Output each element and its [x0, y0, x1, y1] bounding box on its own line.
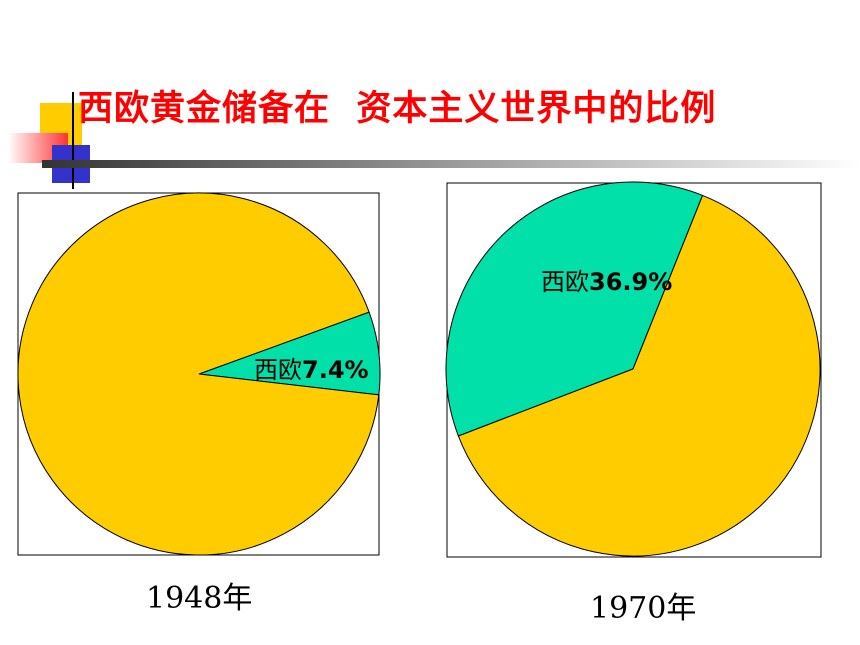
slice-label-value: 7.4% [302, 356, 369, 384]
pie-slice-1-0 [445, 181, 704, 437]
pie-slice-0-1 [17, 192, 380, 556]
slice-label-name: 西欧 [541, 268, 589, 296]
slice-label-1948: 西欧7.4% [254, 356, 369, 384]
deco-horizontal-line [42, 160, 860, 168]
pie-slice-1-1 [457, 194, 821, 557]
chart-title-1970: 1970年 [590, 591, 697, 626]
deco-vertical-line [72, 92, 74, 189]
slice-label-name: 西欧 [254, 356, 302, 384]
slice-label-value: 36.9% [589, 268, 672, 296]
chart-title-1948: 1948年 [146, 581, 253, 616]
page-title: 西欧黄金储备在 资本主义世界中的比例 [78, 89, 717, 129]
slice-label-1970: 西欧36.9% [541, 268, 672, 296]
